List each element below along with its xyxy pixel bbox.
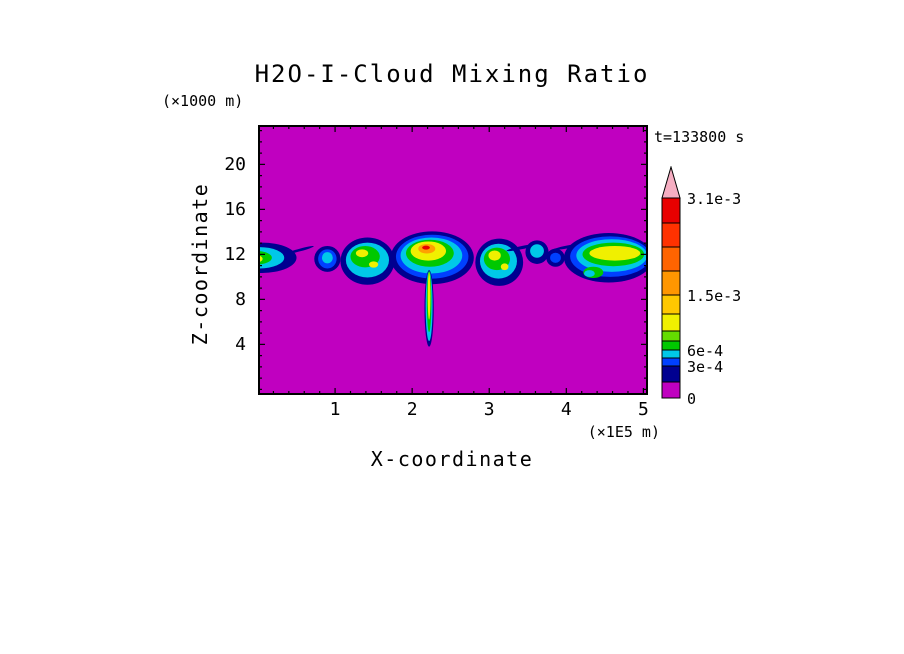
- cloud-contour: [321, 252, 333, 264]
- cloud-contour: [422, 245, 430, 250]
- cloud-contour: [368, 261, 379, 268]
- colorbar-label: 3.1e-3: [687, 190, 742, 208]
- x-axis-label: X-coordinate: [370, 447, 534, 471]
- colorbar-segment: [661, 313, 681, 332]
- colorbar-segment: [661, 197, 681, 224]
- timestamp-label: t=133800 s: [654, 128, 745, 146]
- x-tick-label: 1: [329, 399, 341, 420]
- colorbar-segment: [661, 381, 681, 399]
- cloud-contour: [286, 246, 314, 254]
- colorbar-label: 0: [687, 390, 697, 408]
- y-axis-unit-label: (×1000 m): [162, 92, 244, 110]
- colorbar-segment: [661, 330, 681, 342]
- colorbar-segment: [661, 294, 681, 315]
- contour-plot: [258, 125, 648, 395]
- cloud-contour: [427, 272, 431, 320]
- colorbar-segment: [661, 357, 681, 367]
- colorbar-label: 6e-4: [687, 342, 724, 360]
- x-tick-label: 4: [560, 399, 572, 420]
- colorbar-segment: [661, 246, 681, 272]
- cloud-contour: [550, 252, 561, 263]
- x-tick-label: 3: [483, 399, 495, 420]
- z-tick-label: 4: [235, 334, 246, 356]
- colorbar-segment: [661, 222, 681, 248]
- cloud-contour: [500, 263, 509, 271]
- chart-title: H2O-I-Cloud Mixing Ratio: [254, 60, 650, 88]
- colorbar-scale: [661, 165, 681, 399]
- colorbar-label: 1.5e-3: [687, 287, 742, 305]
- colorbar-segment: [661, 349, 681, 359]
- plot-area: [258, 125, 648, 395]
- x-tick-label: 2: [406, 399, 418, 420]
- colorbar-segment: [661, 365, 681, 383]
- z-tick-label: 16: [224, 199, 246, 221]
- x-tick-label: 5: [637, 399, 649, 420]
- colorbar-label: 3e-4: [687, 358, 724, 376]
- colorbar: 3.1e-3 1.5e-3 6e-4 3e-4 0: [661, 165, 791, 416]
- colorbar-overflow-arrow: [661, 165, 681, 199]
- cloud-contour: [488, 250, 501, 261]
- x-axis-unit-label: (×1E5 m): [587, 423, 660, 441]
- z-tick-label: 20: [224, 154, 246, 176]
- colorbar-segment: [661, 340, 681, 351]
- cloud-contour: [530, 244, 544, 258]
- cloud-contour: [589, 245, 641, 261]
- colorbar-segment: [661, 270, 681, 296]
- plot-frame: [258, 125, 648, 395]
- cloud-contour: [355, 249, 369, 258]
- z-tick-label: 8: [235, 289, 246, 311]
- z-tick-label: 12: [224, 244, 246, 266]
- cloud-contour: [584, 270, 595, 277]
